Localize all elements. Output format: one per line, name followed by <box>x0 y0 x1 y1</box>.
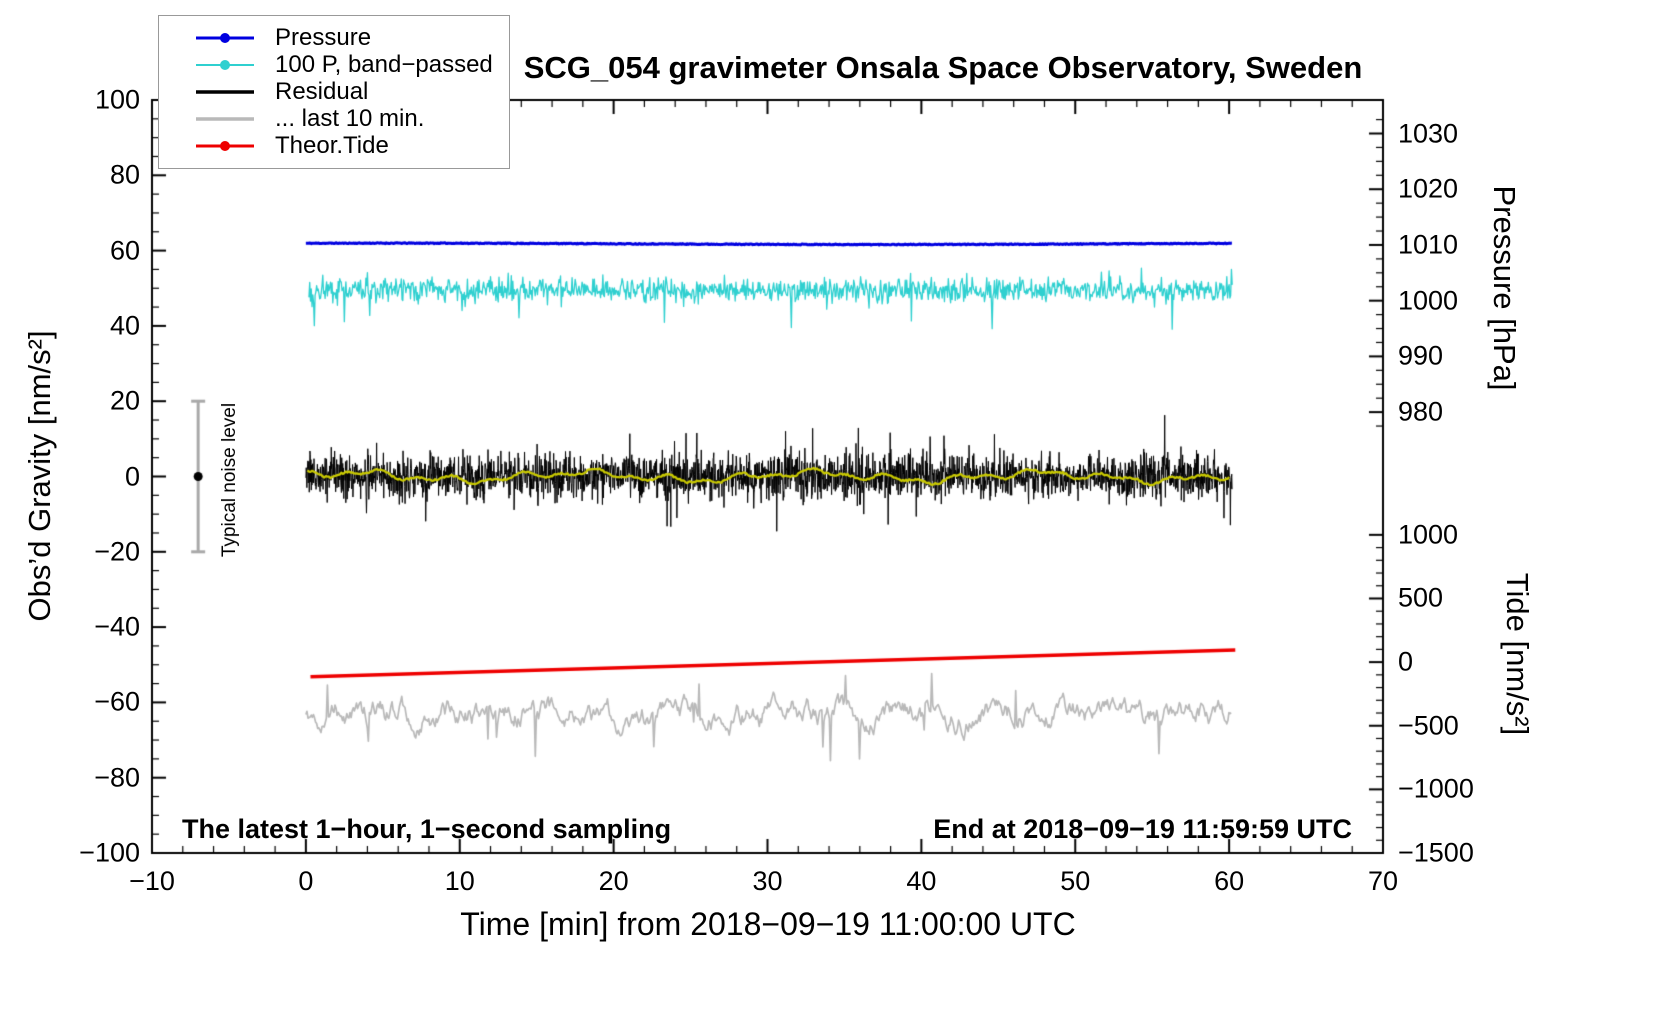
sampling-note: The latest 1−hour, 1−second sampling <box>182 814 672 844</box>
legend-marker-icon <box>196 90 254 94</box>
x-tick-label: 50 <box>1060 866 1091 896</box>
gravity-tick-label: 20 <box>109 385 140 416</box>
pressure-tick-label: 1020 <box>1398 173 1459 204</box>
pressure-tick-label: 1010 <box>1398 229 1459 260</box>
legend-item-1: 100 P, band−passed <box>193 51 497 78</box>
legend-marker-icon <box>196 59 254 70</box>
x-tick-label: −10 <box>129 866 175 896</box>
tide-tick-label: 500 <box>1398 582 1444 613</box>
tide-tick-label: 0 <box>1398 646 1414 677</box>
legend-item-4: Theor.Tide <box>193 132 497 160</box>
pressure-tick-label: 980 <box>1398 396 1444 427</box>
y-axis-label-tide: Tide [nm/s²] <box>1500 572 1535 736</box>
gravity-tick-label: −80 <box>94 762 140 793</box>
tide-tick-label: 1000 <box>1398 519 1459 550</box>
gravity-tick-label: −40 <box>94 611 140 642</box>
chart-title: SCG_054 gravimeter Onsala Space Observat… <box>523 50 1363 85</box>
legend: Pressure 100 P, band−passed Residual... la… <box>158 15 510 169</box>
legend-marker-icon <box>196 32 254 43</box>
pressure-tick-label: 990 <box>1398 340 1444 371</box>
tide-tick-label: −1000 <box>1398 773 1474 804</box>
x-tick-label: 40 <box>906 866 937 896</box>
gravity-tick-label: 0 <box>124 461 140 491</box>
y-axis-label-pressure: Pressure [hPa] <box>1487 185 1522 391</box>
gravity-tick-label: 60 <box>109 235 140 266</box>
x-axis-label: Time [min] from 2018−09−19 11:00:00 UTC <box>460 906 1076 942</box>
x-tick-label: 0 <box>298 866 314 896</box>
tide-tick-label: −500 <box>1398 710 1459 741</box>
x-tick-label: 10 <box>444 866 475 896</box>
gravity-tick-label: −20 <box>94 536 140 567</box>
pressure-tick-label: 1000 <box>1398 285 1459 316</box>
legend-item-3: ... last 10 min. <box>193 105 497 133</box>
gravity-tick-label: 80 <box>109 159 140 190</box>
pressure-tick-label: 1030 <box>1398 118 1459 148</box>
legend-label: Residual <box>275 77 369 105</box>
gravity-tick-label: 40 <box>109 310 140 341</box>
legend-marker-icon <box>196 117 254 121</box>
tide-tick-label: −1500 <box>1398 837 1474 868</box>
legend-label: ... last 10 min. <box>275 105 425 133</box>
gravity-tick-label: −60 <box>94 686 140 717</box>
legend-label: Pressure <box>275 23 372 51</box>
legend-marker-icon <box>196 141 254 152</box>
legend-label: 100 P, band−passed <box>275 50 493 78</box>
end-time-note: End at 2018−09−19 11:59:59 UTC <box>933 814 1352 844</box>
y-axis-label-gravity: Obs’d Gravity [nm/s²] <box>22 330 57 622</box>
legend-item-0: Pressure <box>193 24 497 51</box>
noise-level-label: Typical noise level <box>219 402 240 558</box>
x-tick-label: 20 <box>598 866 629 896</box>
x-tick-label: 60 <box>1214 866 1245 896</box>
gravity-tick-label: 100 <box>94 84 140 115</box>
gravity-tick-label: −100 <box>79 837 140 868</box>
legend-label: Theor.Tide <box>275 132 389 160</box>
x-tick-label: 30 <box>752 866 783 896</box>
legend-item-2: Residual <box>193 78 497 105</box>
x-tick-label: 70 <box>1367 866 1399 896</box>
